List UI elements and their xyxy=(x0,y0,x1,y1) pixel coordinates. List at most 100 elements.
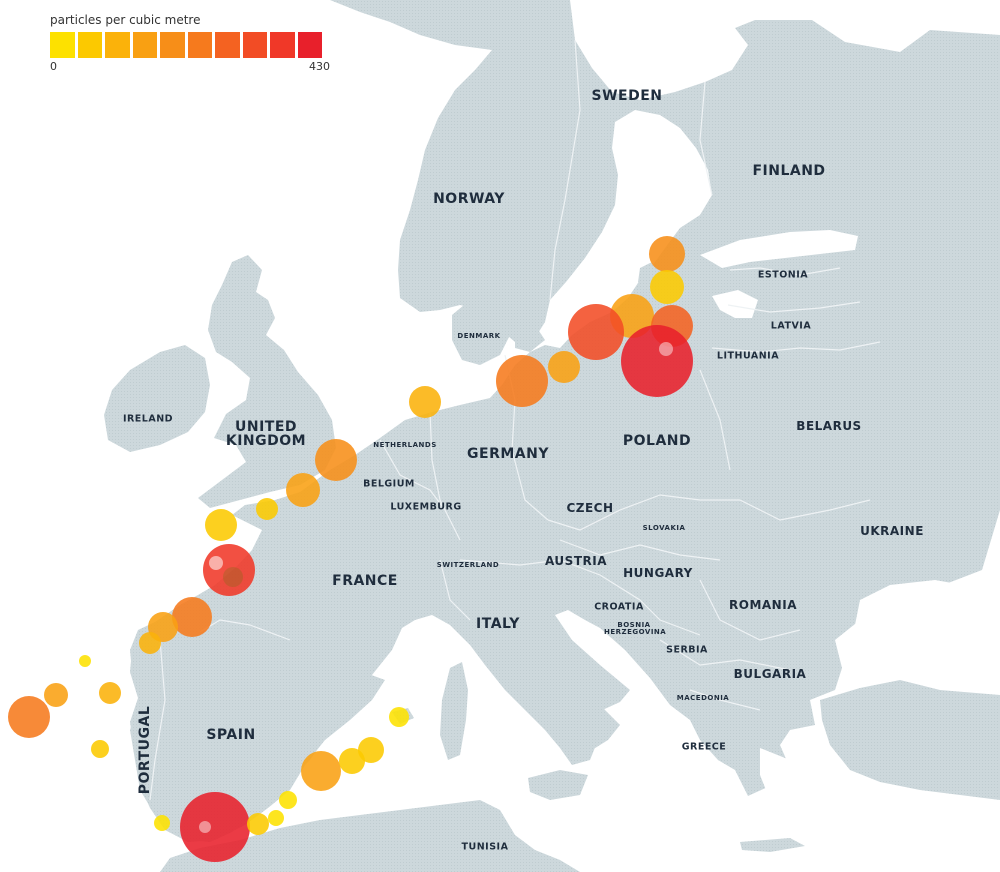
sample-dot xyxy=(139,632,161,654)
country-label-ireland: IRELAND xyxy=(122,413,174,425)
country-label-bosnia-herzegovina: BOSNIA HERZEGOVINA xyxy=(604,621,667,636)
sample-dot xyxy=(358,737,384,763)
italy-peninsula xyxy=(460,612,620,750)
country-label-united-kingdom: UNITED KINGDOM xyxy=(225,419,307,449)
country-label-belgium: BELGIUM xyxy=(363,478,415,490)
legend-swatch xyxy=(160,32,185,58)
legend-ticks: 0 430 xyxy=(50,60,330,73)
country-label-estonia: ESTONIA xyxy=(757,269,809,281)
country-label-slovakia: SLOVAKIA xyxy=(642,524,686,532)
country-label-czech: CZECH xyxy=(566,501,614,515)
anatolia xyxy=(820,680,1000,800)
ireland-island xyxy=(104,345,210,452)
sample-dot xyxy=(389,707,409,727)
zealand-island xyxy=(515,325,545,352)
country-label-finland: FINLAND xyxy=(752,163,826,179)
aegean-sea xyxy=(760,748,805,810)
denmark-land xyxy=(452,296,510,365)
sample-dot xyxy=(621,325,693,397)
country-label-hungary: HUNGARY xyxy=(623,566,693,580)
country-label-latvia: LATVIA xyxy=(770,320,812,332)
dot-highlight xyxy=(223,567,243,587)
sample-dot xyxy=(649,236,685,272)
sample-dot xyxy=(286,473,320,507)
legend-swatch xyxy=(215,32,240,58)
country-label-denmark: DENMARK xyxy=(457,332,501,340)
legend-max-label: 430 xyxy=(309,60,330,73)
sample-dot xyxy=(180,792,250,862)
sample-dot xyxy=(409,386,441,418)
legend-swatch xyxy=(105,32,130,58)
dot-highlight xyxy=(209,556,223,570)
country-label-croatia: CROATIA xyxy=(594,601,644,613)
country-label-sweden: SWEDEN xyxy=(591,88,663,104)
country-label-bulgaria: BULGARIA xyxy=(733,667,807,681)
country-label-italy: ITALY xyxy=(476,616,520,632)
sample-dot xyxy=(99,682,121,704)
crete-island xyxy=(740,838,805,852)
country-label-spain: SPAIN xyxy=(206,727,256,743)
country-label-lithuania: LITHUANIA xyxy=(716,350,780,362)
sample-dot xyxy=(79,655,91,667)
country-label-macedonia: MACEDONIA xyxy=(676,694,730,702)
sample-dot xyxy=(496,355,548,407)
legend-swatch xyxy=(242,32,267,58)
country-label-tunisia: TUNISIA xyxy=(461,841,509,853)
dot-highlight xyxy=(659,342,673,356)
country-label-germany: GERMANY xyxy=(467,446,549,462)
legend-title: particles per cubic metre xyxy=(50,13,201,27)
sample-dot xyxy=(568,304,624,360)
sample-dot xyxy=(548,351,580,383)
sample-dot xyxy=(247,813,269,835)
legend-swatch xyxy=(77,32,102,58)
country-label-france: FRANCE xyxy=(332,573,398,589)
legend-swatch xyxy=(187,32,212,58)
sample-dot xyxy=(8,696,50,738)
country-label-luxemburg: LUXEMBURG xyxy=(390,501,462,513)
sicily-island xyxy=(528,770,588,800)
country-label-switzerland: SWITZERLAND xyxy=(436,561,500,569)
black-sea xyxy=(852,580,1000,675)
sample-dot xyxy=(301,751,341,791)
legend-color-scale xyxy=(50,32,330,58)
gulf-of-finland xyxy=(700,230,858,268)
legend-min-label: 0 xyxy=(50,60,57,73)
legend-swatch xyxy=(297,32,322,58)
country-label-portugal: PORTUGAL xyxy=(137,705,153,795)
sample-dot xyxy=(315,439,357,481)
sample-dot xyxy=(339,748,365,774)
country-label-serbia: SERBIA xyxy=(666,644,708,656)
north-africa xyxy=(160,800,580,872)
iberian-peninsula xyxy=(130,628,385,842)
sample-dot xyxy=(91,740,109,758)
sample-dot xyxy=(279,791,297,809)
country-label-belarus: BELARUS xyxy=(796,419,862,433)
country-label-netherlands: NETHERLANDS xyxy=(373,441,437,449)
gulf-of-riga xyxy=(712,290,758,318)
legend-swatch xyxy=(132,32,157,58)
country-label-greece: GREECE xyxy=(681,741,727,753)
sample-dot xyxy=(172,597,212,637)
legend: particles per cubic metre 0 430 xyxy=(50,13,330,73)
sample-dot xyxy=(205,509,237,541)
sample-dot xyxy=(650,270,684,304)
country-label-austria: AUSTRIA xyxy=(545,554,607,568)
dot-highlights xyxy=(199,342,673,833)
country-label-norway: NORWAY xyxy=(433,191,505,207)
legend-swatch xyxy=(270,32,295,58)
sample-dot xyxy=(44,683,68,707)
sample-dot xyxy=(154,815,170,831)
country-label-romania: ROMANIA xyxy=(729,598,797,612)
country-label-poland: POLAND xyxy=(622,433,692,449)
eastern-europe xyxy=(650,290,1000,500)
country-label-ukraine: UKRAINE xyxy=(860,524,924,538)
dot-highlight xyxy=(199,821,211,833)
great-britain xyxy=(198,255,336,508)
corsica-sardinia xyxy=(440,662,468,760)
sample-dot xyxy=(256,498,278,520)
country-borders xyxy=(149,39,881,801)
mainland-europe xyxy=(130,0,1000,842)
legend-swatch xyxy=(50,32,75,58)
sample-dot xyxy=(268,810,284,826)
